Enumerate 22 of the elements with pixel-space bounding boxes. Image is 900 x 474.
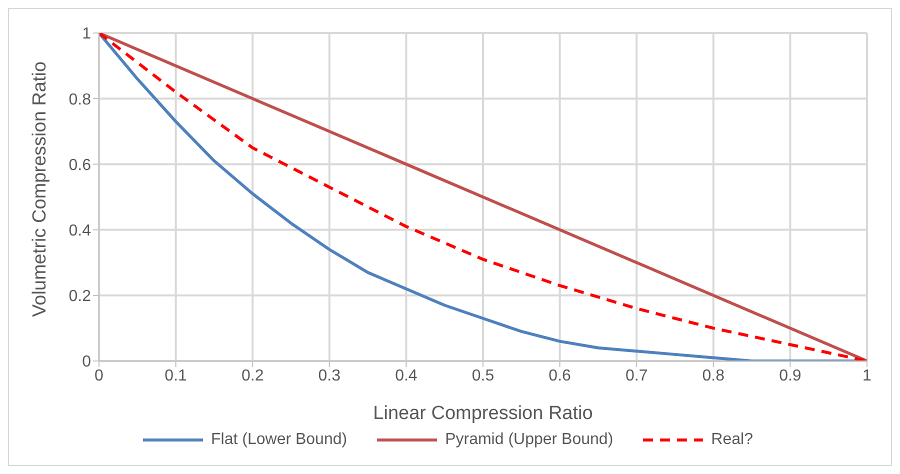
x-tick-label: 0 bbox=[94, 367, 104, 384]
x-tick-label: 1 bbox=[862, 367, 872, 384]
y-tick-label: 0.2 bbox=[68, 288, 92, 306]
x-tick-label: 0.7 bbox=[625, 367, 648, 384]
legend-label: Flat (Lower Bound) bbox=[211, 431, 348, 449]
x-axis-title: Linear Compression Ratio bbox=[373, 403, 593, 424]
x-tick-label: 0.8 bbox=[702, 367, 725, 384]
x-tick-label: 0.2 bbox=[241, 367, 264, 384]
y-tick-label: 0 bbox=[82, 354, 92, 371]
x-tick-label: 0.4 bbox=[395, 367, 418, 384]
legend-label: Real? bbox=[711, 431, 753, 449]
y-tick-label: 0.8 bbox=[68, 91, 92, 108]
x-tick-label: 0.6 bbox=[548, 367, 572, 384]
y-tick-label: 0.4 bbox=[68, 222, 92, 240]
x-tick-label: 0.1 bbox=[164, 367, 188, 384]
x-tick-label: 0.5 bbox=[472, 367, 494, 384]
y-tick-label: 1 bbox=[82, 26, 92, 43]
x-tick-label: 0.3 bbox=[318, 367, 341, 384]
y-axis-title: Volumetric Compression Ratio bbox=[30, 61, 51, 317]
legend-label: Pyramid (Upper Bound) bbox=[445, 431, 614, 449]
x-tick-label: 0.9 bbox=[779, 367, 802, 384]
y-tick-label: 0.6 bbox=[68, 156, 92, 174]
